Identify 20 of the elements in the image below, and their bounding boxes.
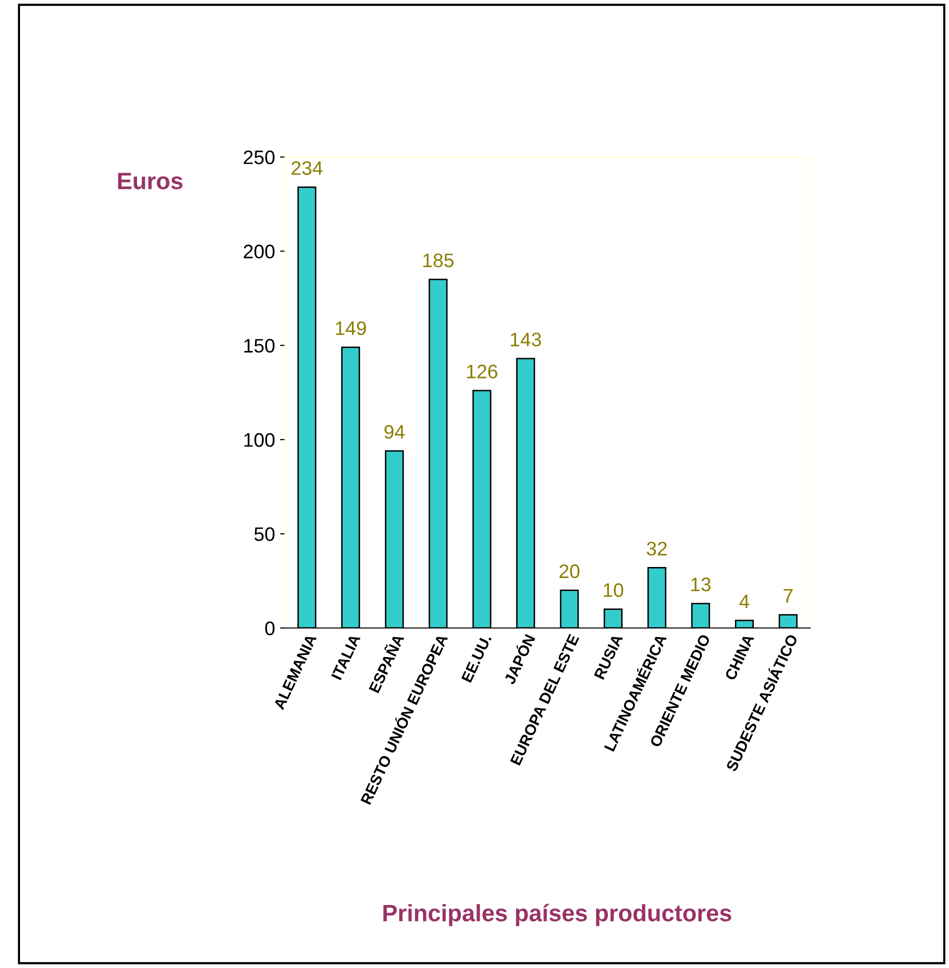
y-tick-label: 150: [244, 338, 275, 353]
y-tick-label: 0: [265, 621, 275, 636]
data-label: 13: [691, 578, 711, 592]
data-label: 7: [784, 589, 793, 602]
data-label: 32: [646, 542, 667, 556]
data-label: 94: [384, 424, 405, 439]
x-axis-title: Principales países productores: [383, 904, 732, 926]
y-tick-label: 50: [254, 527, 275, 542]
y-axis-title: Euros: [118, 172, 182, 190]
data-label: 234: [292, 161, 323, 175]
y-tick-label: 250: [244, 150, 275, 164]
data-label: 185: [423, 254, 454, 268]
data-label: 10: [604, 583, 624, 597]
data-label: 143: [510, 332, 541, 346]
data-label: 4: [739, 594, 750, 608]
data-label: 126: [467, 364, 498, 378]
data-label: 20: [560, 564, 580, 578]
y-tick-label: 200: [244, 244, 275, 258]
data-label: 149: [336, 321, 366, 336]
y-tick-label: 100: [244, 433, 275, 447]
